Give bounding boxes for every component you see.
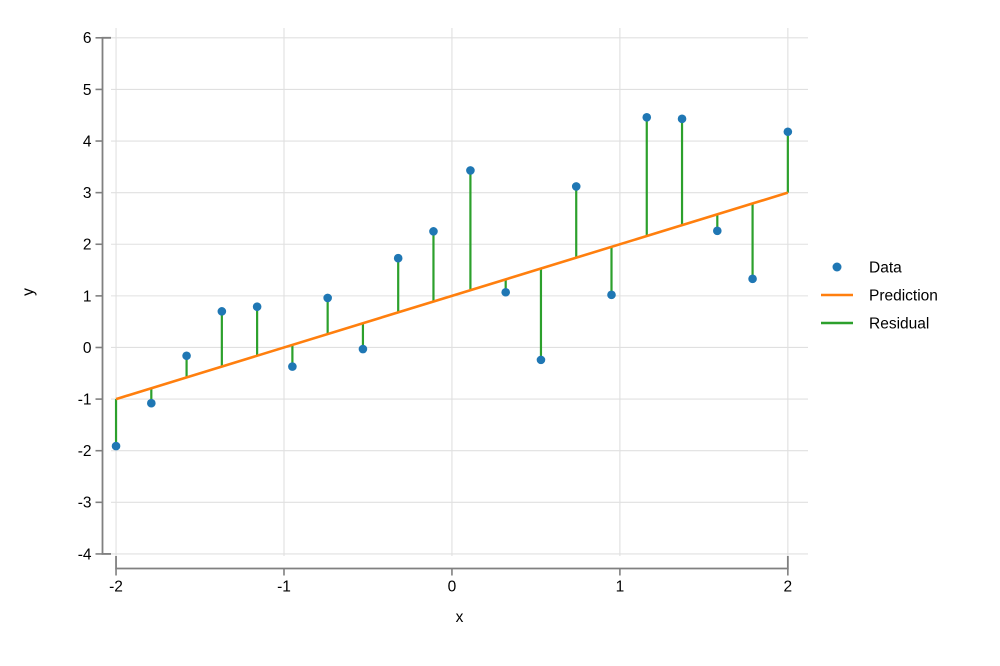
data-point (607, 290, 616, 300)
data-point (536, 355, 546, 365)
y-tick-label: -2 (78, 443, 92, 460)
data-point (713, 226, 722, 236)
y-tick-label: -1 (78, 392, 92, 409)
legend-label: Data (869, 259, 902, 276)
data-point (217, 307, 227, 316)
data-point (111, 441, 121, 451)
y-tick-label: 6 (83, 30, 92, 47)
x-axis-label: x (456, 609, 464, 626)
x-tick-label: -1 (277, 579, 291, 596)
x-tick-label: 2 (784, 579, 793, 596)
data-point (642, 112, 652, 122)
data-point (677, 114, 687, 124)
data-points (111, 112, 793, 451)
x-tick-label: 1 (616, 579, 625, 596)
data-point (182, 351, 191, 361)
legend-label: Prediction (869, 287, 938, 304)
data-point (252, 302, 262, 312)
data-point (571, 182, 581, 191)
legend-marker-dot (832, 262, 842, 272)
residual-segments (114, 117, 789, 447)
y-tick-label: 0 (83, 340, 92, 357)
x-tick-label: 0 (448, 579, 457, 596)
data-point (288, 362, 297, 371)
y-tick-label: -4 (78, 546, 92, 563)
data-point (429, 227, 438, 236)
x-tick-label: -2 (109, 579, 123, 596)
y-tick-label: 4 (83, 133, 92, 150)
x-axis-spine (115, 556, 789, 570)
y-axis-label: y (20, 288, 37, 296)
data-point (748, 274, 757, 284)
gridlines (111, 28, 808, 556)
data-point (393, 253, 403, 263)
prediction-line (115, 191, 789, 401)
tick-marks (95, 37, 789, 576)
y-tick-label: 1 (83, 288, 92, 305)
tick-labels: -4 -3 -2 -1 0 1 2 3 4 5 6 -2 -1 0 1 2 (78, 30, 792, 595)
data-point (501, 287, 510, 297)
data-point (358, 344, 368, 354)
y-axis-spine (101, 36, 111, 555)
y-tick-label: -3 (78, 495, 92, 512)
y-tick-label: 2 (83, 237, 92, 254)
data-point (323, 293, 332, 303)
y-tick-label: 3 (83, 185, 92, 202)
legend: Data Prediction Residual (821, 259, 938, 332)
data-point (783, 127, 793, 137)
data-point (466, 166, 475, 175)
data-point (147, 398, 156, 408)
legend-label: Residual (869, 315, 929, 332)
y-tick-label: 5 (83, 82, 92, 99)
